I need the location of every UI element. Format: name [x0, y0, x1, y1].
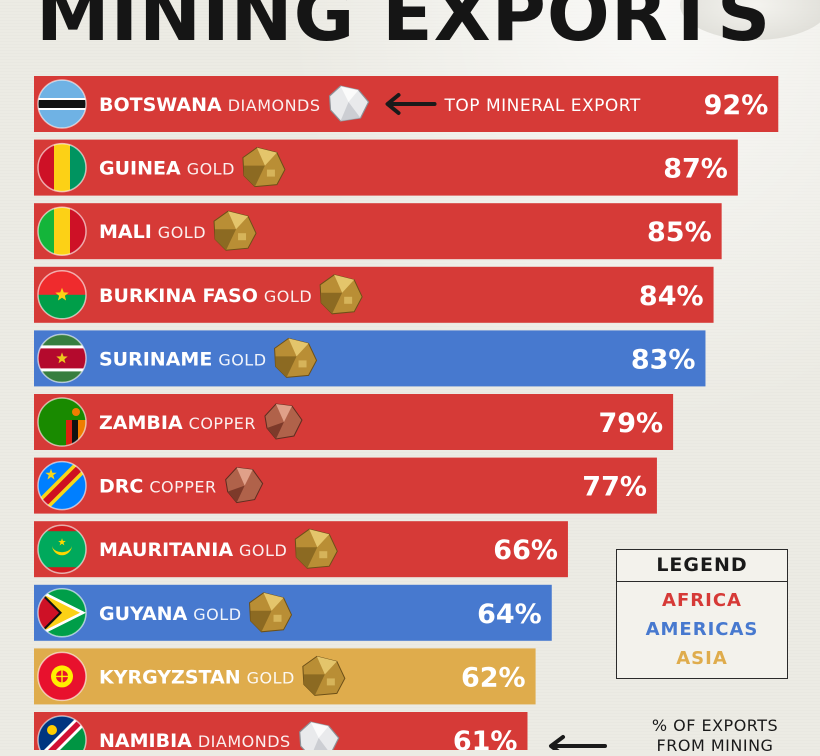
- gold-nugget-icon: [302, 655, 346, 696]
- bar-guyana: [34, 584, 552, 641]
- namibia-flag-icon: [38, 716, 86, 750]
- mineral-label: GOLD: [264, 287, 312, 306]
- value-label: 66%: [493, 535, 558, 566]
- value-label: 84%: [639, 281, 704, 312]
- country-label: SURINAME: [99, 348, 212, 370]
- bar-zambia: [34, 394, 674, 450]
- country-label: NAMIBIA: [99, 730, 192, 750]
- mali-flag-icon: [38, 207, 86, 256]
- country-label: BURKINA FASO: [99, 285, 258, 307]
- axis-note-line-2: FROM MINING: [656, 736, 774, 755]
- legend-item-americas: AMERICAS: [645, 619, 759, 640]
- value-label: 87%: [663, 154, 728, 185]
- guyana-flag-icon: [38, 588, 86, 637]
- country-label: GUYANA: [99, 603, 188, 625]
- gold-nugget-icon: [274, 337, 318, 378]
- mauritania-flag-icon: [38, 525, 86, 574]
- country-label: DRC: [99, 476, 143, 498]
- axis-note: % OF EXPORTS FROM MINING: [625, 716, 805, 756]
- gold-nugget-icon: [242, 147, 286, 188]
- value-label: 92%: [704, 90, 769, 121]
- country-label: MAURITANIA: [99, 539, 233, 561]
- bar-drc: [34, 457, 657, 514]
- mineral-label: GOLD: [247, 668, 295, 687]
- value-label: 61%: [453, 726, 518, 750]
- value-label: 85%: [647, 217, 712, 248]
- callout-arrow-icon: [385, 93, 437, 115]
- botswana-flag-icon: [38, 80, 86, 128]
- gold-nugget-icon: [319, 274, 363, 315]
- country-label: BOTSWANA: [99, 94, 222, 116]
- gold-nugget-icon: [294, 528, 338, 569]
- legend-title: LEGEND: [617, 550, 787, 582]
- value-label: 64%: [477, 599, 542, 630]
- country-label: ZAMBIA: [99, 412, 183, 434]
- value-label: 62%: [461, 662, 526, 693]
- mineral-label: COPPER: [189, 414, 256, 433]
- mineral-label: GOLD: [158, 223, 206, 242]
- zambia-flag-icon: [38, 398, 86, 446]
- copper-nugget-icon: [225, 467, 264, 504]
- axis-note-line-1: % OF EXPORTS: [651, 716, 779, 735]
- bar-burkina-faso: [34, 266, 714, 323]
- legend: LEGEND AFRICA AMERICAS ASIA: [616, 549, 788, 679]
- page-title: MINING EXPORTS: [36, 0, 772, 58]
- legend-item-africa: AFRICA: [662, 590, 742, 611]
- country-label: KYRGYZSTAN: [99, 666, 241, 688]
- gold-nugget-icon: [213, 210, 257, 251]
- bar-guinea: [34, 139, 738, 196]
- bar-kyrgyzstan: [34, 648, 536, 705]
- note-arrow-icon: [549, 735, 607, 750]
- suriname-flag-icon: [38, 334, 86, 383]
- mineral-label: GOLD: [218, 350, 266, 369]
- gold-nugget-icon: [249, 592, 293, 633]
- mineral-label: DIAMONDS: [198, 732, 291, 750]
- kyrgyzstan-flag-icon: [38, 652, 86, 701]
- mineral-label: COPPER: [149, 478, 216, 497]
- bar-suriname: [34, 330, 706, 387]
- value-label: 77%: [582, 472, 647, 503]
- bar-mali: [34, 203, 722, 260]
- value-label: 83%: [631, 344, 696, 375]
- diamond-icon: [299, 721, 340, 750]
- mineral-label: GOLD: [187, 160, 235, 179]
- legend-item-asia: ASIA: [676, 648, 728, 669]
- mineral-label: DIAMONDS: [228, 96, 321, 115]
- mineral-label: GOLD: [193, 605, 241, 624]
- callout-label: TOP MINERAL EXPORT: [444, 96, 641, 116]
- drc-flag-icon: [38, 461, 86, 510]
- bar-namibia: [34, 712, 528, 750]
- copper-nugget-icon: [264, 403, 303, 440]
- country-label: MALI: [99, 221, 152, 243]
- value-label: 79%: [598, 408, 663, 439]
- country-label: GUINEA: [99, 158, 181, 180]
- diamond-icon: [328, 85, 370, 122]
- mineral-label: GOLD: [239, 541, 287, 560]
